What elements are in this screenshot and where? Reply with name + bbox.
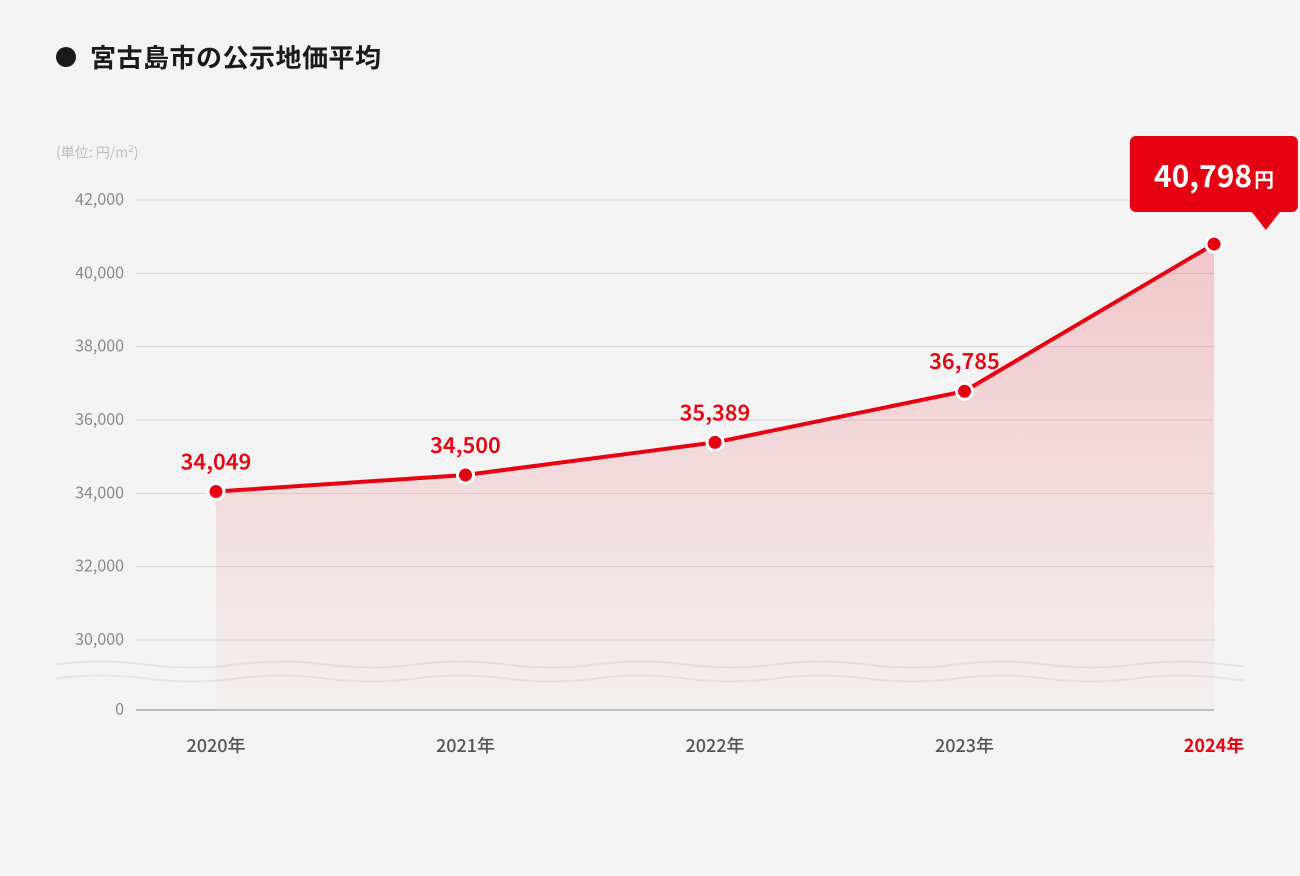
- unit-suffix: ): [134, 143, 139, 163]
- x-tick-label: 2024年: [1184, 732, 1244, 758]
- x-tick-label: 2020年: [186, 732, 245, 758]
- y-tick-label: 30,000: [75, 626, 124, 650]
- callout-arrow-icon: [1252, 212, 1280, 230]
- y-tick-label: 38,000: [75, 333, 124, 357]
- callout: 40,798円: [1130, 136, 1298, 230]
- value-label: 34,500: [430, 428, 501, 460]
- y-tick-label: 34,000: [75, 479, 124, 503]
- y-tick-label: 0: [115, 696, 124, 720]
- value-label: 34,049: [181, 445, 252, 477]
- value-label: 36,785: [929, 344, 1000, 376]
- callout-box: 40,798円: [1130, 136, 1298, 212]
- chart-title: 宮古島市の公示地価平均: [90, 38, 382, 75]
- y-tick-label: 36,000: [75, 406, 124, 430]
- chart-plot: 0 30,000 32,000 34,000 36,000 38,000 40,000 42,…: [56, 180, 1244, 820]
- unit-prefix: (単位: 円/m: [56, 143, 128, 163]
- x-tick-label: 2023年: [935, 732, 994, 758]
- x-tick-label: 2021年: [436, 732, 495, 758]
- y-tick-label: 42,000: [75, 186, 124, 210]
- callout-suffix: 円: [1254, 164, 1274, 193]
- chart-canvas: 宮古島市の公示地価平均 (単位: 円/m2) 0 30,000 32,000 34,0…: [0, 0, 1300, 876]
- y-tick-label: 40,000: [75, 259, 124, 283]
- x-tick-label: 2022年: [685, 732, 744, 758]
- value-label: 35,389: [680, 395, 751, 427]
- bullet-icon: [56, 47, 76, 67]
- y-tick-label: 32,000: [75, 553, 124, 577]
- title-row: 宮古島市の公示地価平均: [56, 38, 382, 75]
- unit-label: (単位: 円/m2): [56, 140, 139, 163]
- callout-value: 40,798: [1154, 152, 1252, 196]
